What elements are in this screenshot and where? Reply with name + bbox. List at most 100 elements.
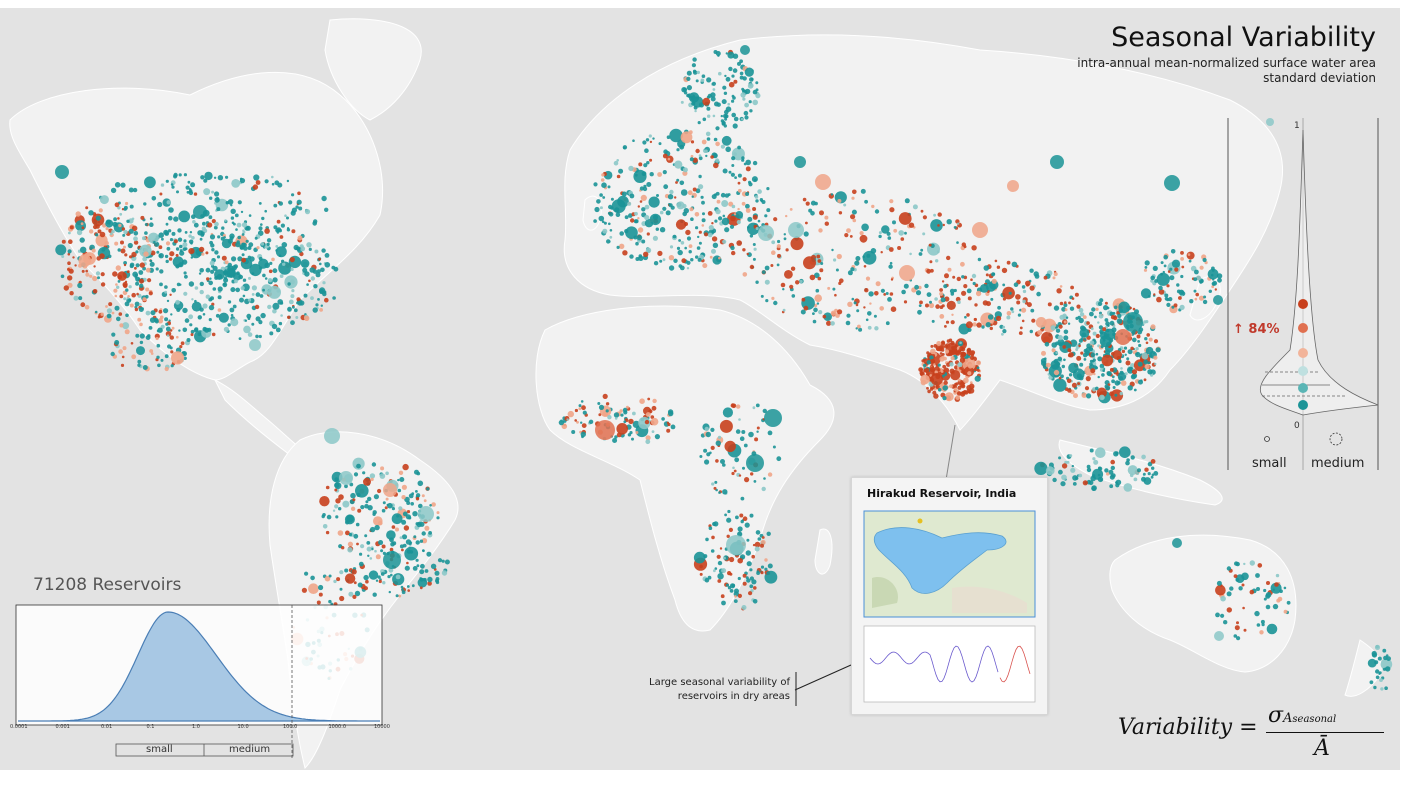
reservoir-dot xyxy=(639,200,643,203)
reservoir-dot xyxy=(255,316,261,322)
reservoir-dot xyxy=(1371,650,1377,657)
reservoir-dot xyxy=(755,227,759,230)
reservoir-dot xyxy=(1153,339,1159,344)
reservoir-dot xyxy=(288,200,293,205)
reservoir-dot xyxy=(1261,623,1265,627)
reservoir-dot xyxy=(637,227,644,233)
reservoir-dot xyxy=(735,429,741,434)
reservoir-dot xyxy=(1208,289,1213,293)
reservoir-dot xyxy=(131,354,137,360)
reservoir-dot xyxy=(135,333,140,338)
reservoir-dot xyxy=(176,335,179,339)
reservoir-dot xyxy=(943,380,948,385)
reservoir-dot xyxy=(665,210,671,216)
reservoir-dot xyxy=(123,297,127,301)
reservoir-dot xyxy=(1056,288,1062,294)
reservoir-dot xyxy=(111,229,115,234)
reservoir-dot xyxy=(767,430,773,436)
reservoir-dot xyxy=(1212,278,1215,281)
reservoir-dot xyxy=(67,282,73,288)
reservoir-dot xyxy=(410,502,415,506)
reservoir-dot xyxy=(254,236,258,240)
reservoir-dot xyxy=(898,212,912,225)
reservoir-dot-large xyxy=(55,165,69,179)
reservoir-dot xyxy=(605,413,608,417)
reservoir-dot xyxy=(399,477,405,482)
reservoir-dot xyxy=(656,194,659,197)
reservoir-dot xyxy=(1186,251,1195,260)
reservoir-dot xyxy=(341,546,345,550)
reservoir-dot xyxy=(937,363,941,367)
reservoir-dot xyxy=(826,320,832,326)
reservoir-dot xyxy=(721,135,732,146)
reservoir-dot xyxy=(931,319,935,323)
reservoir-dot xyxy=(1150,459,1156,464)
reservoir-dot xyxy=(959,357,966,363)
reservoir-dot xyxy=(714,480,718,484)
reservoir-dot xyxy=(930,348,936,355)
inset-pointer-line xyxy=(945,424,956,481)
reservoir-dot xyxy=(391,513,403,525)
reservoir-dot xyxy=(1063,329,1069,335)
reservoir-dot xyxy=(149,349,154,353)
reservoir-dot xyxy=(616,245,620,249)
reservoir-dot xyxy=(857,324,861,329)
reservoir-dot xyxy=(312,221,318,226)
reservoir-dot xyxy=(150,310,156,316)
reservoir-dot xyxy=(1051,342,1057,348)
reservoir-dot xyxy=(128,187,134,193)
reservoir-dot xyxy=(1058,456,1062,460)
reservoir-dot xyxy=(839,278,844,284)
reservoir-dot xyxy=(136,346,145,356)
reservoir-dot xyxy=(260,242,265,246)
reservoir-dot xyxy=(426,551,432,557)
reservoir-dot xyxy=(227,199,234,205)
reservoir-dot xyxy=(86,252,91,257)
reservoir-dot xyxy=(887,236,892,240)
reservoir-dot xyxy=(190,333,194,337)
reservoir-dot xyxy=(1043,275,1048,280)
reservoir-dot xyxy=(705,537,709,542)
reservoir-dot xyxy=(873,314,877,318)
reservoir-dot xyxy=(1220,613,1225,618)
reservoir-dot xyxy=(171,288,176,293)
reservoir-dot xyxy=(777,253,781,258)
reservoir-dot xyxy=(264,179,269,184)
reservoir-dot xyxy=(1152,265,1158,271)
reservoir-dot xyxy=(1374,644,1381,651)
reservoir-dot xyxy=(686,76,691,81)
reservoir-dot xyxy=(411,584,415,588)
reservoir-dot xyxy=(692,187,697,192)
reservoir-dot xyxy=(638,254,643,258)
reservoir-dot xyxy=(805,201,810,206)
reservoir-dot xyxy=(142,297,147,302)
reservoir-dot xyxy=(1138,343,1142,348)
reservoir-dot xyxy=(287,306,292,312)
reservoir-dot xyxy=(256,246,260,250)
reservoir-dot xyxy=(689,157,694,162)
reservoir-dot xyxy=(371,547,374,551)
reservoir-dot xyxy=(934,297,938,301)
reservoir-dot xyxy=(915,290,922,296)
reservoir-dot xyxy=(686,85,693,91)
reservoir-dot xyxy=(695,79,699,83)
histogram-x-tick: 0.01 xyxy=(101,724,113,730)
reservoir-dot xyxy=(258,226,263,231)
reservoir-dot xyxy=(580,421,583,424)
reservoir-dot xyxy=(752,89,758,95)
reservoir-dot xyxy=(720,459,725,464)
reservoir-dot xyxy=(99,253,105,259)
reservoir-dot xyxy=(667,194,674,200)
reservoir-dot xyxy=(230,313,234,317)
reservoir-dot xyxy=(1035,317,1047,328)
reservoir-dot xyxy=(1099,363,1105,369)
reservoir-dot xyxy=(693,70,698,75)
reservoir-dot xyxy=(198,272,202,275)
reservoir-dot xyxy=(951,313,954,316)
reservoir-dot xyxy=(1060,374,1064,379)
reservoir-dot xyxy=(1153,355,1158,360)
reservoir-dot xyxy=(1164,293,1169,298)
reservoir-dot xyxy=(970,381,973,384)
reservoir-dot xyxy=(109,232,113,236)
reservoir-dot xyxy=(1053,305,1060,311)
